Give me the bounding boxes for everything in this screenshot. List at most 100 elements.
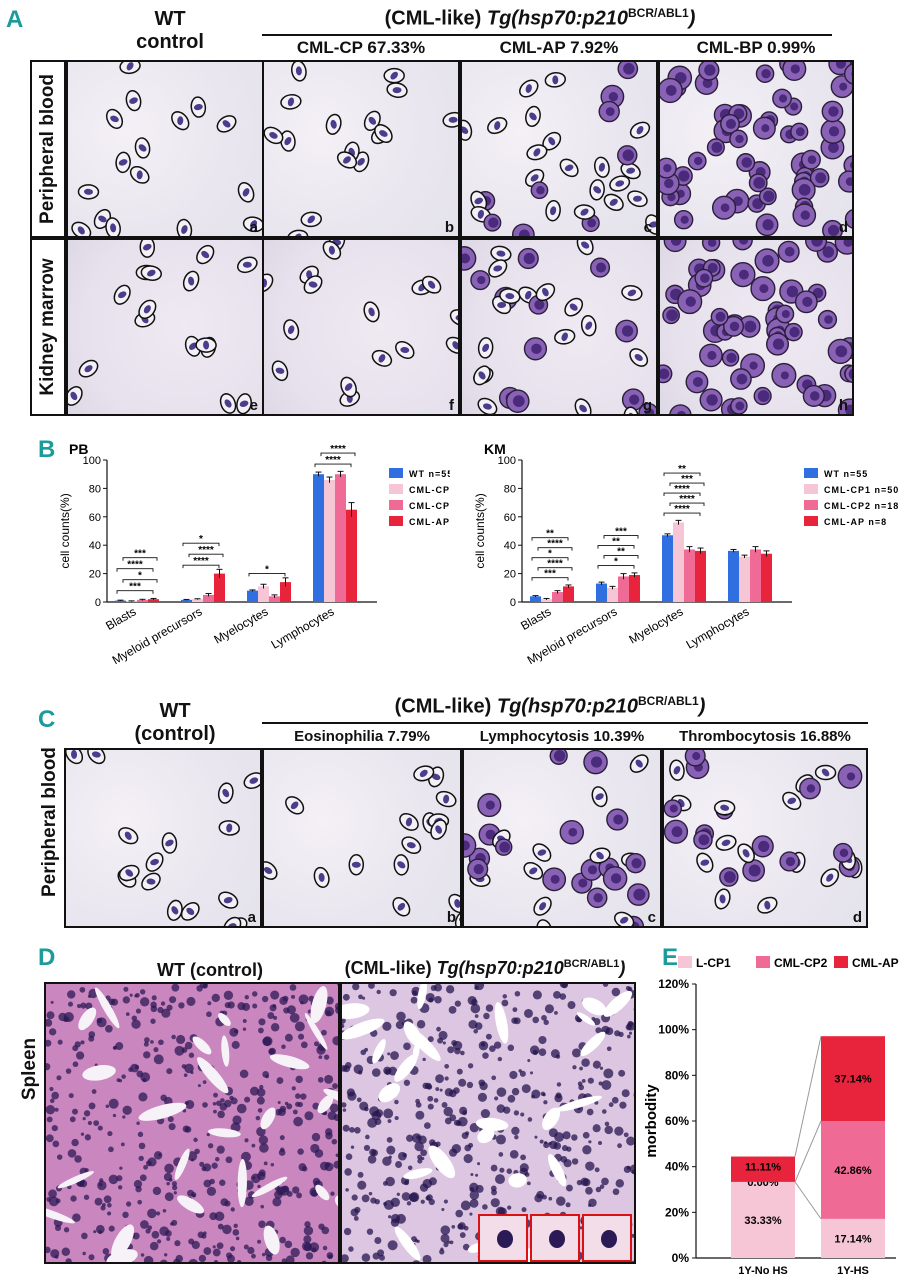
row-pb-label: Peripheral blood (37, 74, 58, 224)
micrograph-cells (264, 765, 460, 926)
c-wt-title-line2: (control) (134, 723, 216, 745)
significance-bracket (669, 502, 705, 507)
significance-stars: *** (129, 582, 141, 593)
bar (324, 479, 335, 602)
legend-label: CML-CP2 n=18 (824, 501, 899, 511)
sub-panel-label: e (249, 397, 258, 414)
stacked-bar-segment (821, 1036, 885, 1121)
micrograph-c-b-eos: b (262, 748, 462, 928)
c-wt-title-line1: WT (159, 700, 191, 722)
legend-swatch (756, 956, 770, 968)
y-tick-label: 0 (510, 597, 516, 609)
micrograph-a-wt-pb: a (66, 60, 264, 238)
legend-swatch (389, 516, 403, 526)
significance-bracket (531, 557, 569, 561)
micrograph-cells (660, 240, 852, 414)
legend-swatch (389, 484, 403, 494)
panel-c-wt-title: WT (control) (110, 700, 240, 746)
significance-stars: **** (198, 545, 214, 556)
significance-stars: **** (674, 484, 690, 495)
legend-label: WT n=55 (824, 469, 868, 479)
significance-bracket (122, 579, 158, 583)
panel-b-letter: B (38, 436, 56, 463)
significance-stars: * (548, 549, 552, 560)
bar (258, 586, 269, 602)
significance-bracket (663, 512, 701, 517)
bar (214, 573, 225, 602)
bar (346, 509, 357, 602)
bar (673, 522, 684, 602)
spleen-inset (530, 1214, 580, 1262)
legend-label: L-CP1 (696, 956, 731, 970)
significance-stars: ** (678, 464, 686, 475)
y-tick-label: 100 (83, 455, 101, 467)
x-category-label: 1Y-HS (837, 1265, 869, 1274)
col-bp-title: CML-BP 0.99% (696, 38, 816, 57)
bar (695, 550, 706, 602)
significance-stars: **** (547, 559, 563, 570)
row-km-label-box (30, 238, 66, 416)
significance-stars: *** (615, 527, 627, 538)
significance-bracket (603, 555, 639, 559)
bar (181, 599, 192, 602)
legend: WT n=55 CML-CP1 n=50 CML-CP2 n=18 CML-AP n=… (804, 468, 899, 527)
significance-stars: * (614, 557, 618, 568)
significance-stars: **** (193, 556, 209, 567)
bar (192, 599, 203, 602)
significance-bracket (663, 472, 701, 477)
significance-stars: *** (134, 549, 146, 560)
micrograph-cells (462, 62, 656, 236)
y-tick-label: 80 (89, 483, 101, 495)
significance-stars: * (199, 534, 203, 545)
micrograph-cells (664, 750, 863, 914)
panel-c-letter: C (38, 706, 56, 733)
stacked-bar-segment (821, 1218, 885, 1258)
significance-bracket (669, 482, 705, 487)
stacked-bar-segment (731, 1156, 795, 1182)
row-km-label: Kidney marrow (37, 258, 58, 396)
legend: WT n=55 CML-CP1 n=50 CML-CP2 n=18 CML-AP n=… (389, 468, 450, 527)
c-row-pb-label: Peripheral blood (39, 747, 60, 897)
segment-value-label: 17.14% (834, 1233, 872, 1245)
bar (684, 549, 695, 602)
y-tick-label: 80 (504, 483, 516, 495)
bar (618, 576, 629, 602)
legend-swatch (834, 956, 848, 968)
col-cp-title: CML-CP 67.33% (296, 38, 426, 57)
bar (247, 590, 258, 602)
morbidity-stacked-chart: L-CP1 CML-CP2 CML-AP morbodity 0% 20% 40% 60% 80… (643, 956, 899, 1274)
y-tick-label: 0% (672, 1251, 690, 1265)
segment-value-label: 42.86% (834, 1165, 872, 1177)
significance-stars: **** (127, 560, 143, 571)
panel-c-tg-rule (262, 722, 868, 724)
bar (137, 599, 148, 602)
significance-bracket (537, 567, 573, 571)
sub-panel-label: b (446, 909, 456, 926)
significance-stars: *** (544, 569, 556, 580)
micrograph-cells (264, 62, 458, 236)
panel-d-wt-title: WT (control) (157, 960, 263, 980)
panel-e-letter: E (662, 944, 679, 971)
y-tick-label: 60% (665, 1114, 689, 1128)
x-category-label: Lymphocytes (269, 604, 337, 651)
y-tick-label: 100 (498, 455, 516, 467)
panel-c-tg-title: (CML-like) Tg(hsp70:p210BCR/ABL1) (394, 694, 706, 718)
significance-bracket (603, 535, 639, 539)
bar (629, 575, 640, 602)
significance-bracket (663, 492, 701, 497)
y-axis-label: cell counts(%) (473, 493, 487, 568)
stacked-bar-segment (731, 1181, 795, 1258)
panel-a-letter: A (6, 6, 24, 33)
bar (607, 587, 618, 602)
micrograph-e-wt-km: e (66, 238, 264, 416)
legend-label: CML-AP n=8 (409, 517, 450, 527)
significance-stars: * (265, 564, 269, 575)
bar (739, 556, 750, 602)
micrograph-h-bp-km: h (658, 238, 854, 416)
legend: L-CP1 CML-CP2 CML-AP (678, 956, 899, 970)
significance-bracket (182, 542, 220, 547)
inset-cell (497, 1230, 513, 1248)
chart-title: KM (484, 441, 506, 457)
y-tick-label: 40 (504, 540, 516, 552)
